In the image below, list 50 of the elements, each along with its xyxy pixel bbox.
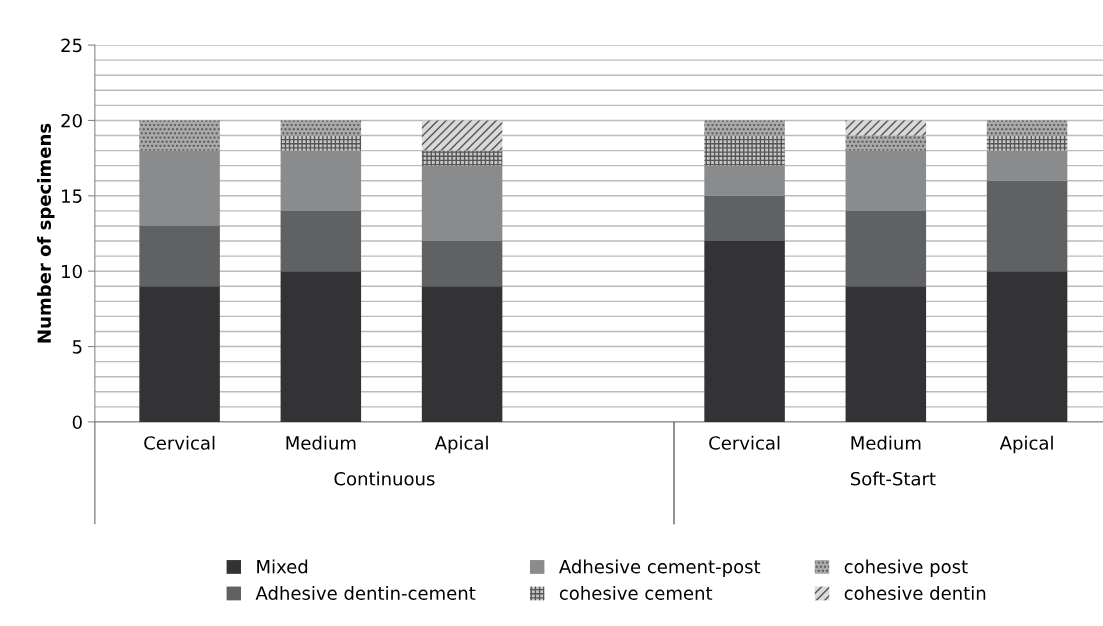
- bar: [845, 210, 927, 287]
- y-axis-title: Number of specimens: [37, 123, 55, 343]
- bar: [280, 135, 362, 151]
- x-tick-label: Apical: [999, 435, 1053, 454]
- y-tick-label: 20: [61, 113, 82, 128]
- y-tick-label: 5: [72, 340, 82, 354]
- legend-label: cohesive cement: [559, 586, 713, 600]
- legend-label: Adhesive cement-post: [559, 559, 761, 577]
- legend-label: Adhesive dentin-cement: [255, 586, 476, 600]
- bar: [704, 195, 785, 242]
- y-tick-label: 15: [62, 189, 82, 203]
- x-tick-label: Medium: [851, 435, 921, 450]
- bar: [280, 120, 362, 136]
- text: Soft-Start: [850, 471, 936, 486]
- y-tick-label: 25: [61, 38, 82, 53]
- x-tick-label: Medium: [286, 435, 356, 450]
- legend-label: cohesive dentin: [844, 586, 986, 600]
- legend-label: cohesive post: [844, 559, 968, 577]
- bar: [845, 135, 927, 151]
- x-tick-label: Apical: [434, 435, 488, 454]
- bar: [986, 271, 1068, 422]
- x-tick-label: Cervical: [709, 435, 780, 450]
- bar: [421, 241, 503, 287]
- bar: [139, 225, 220, 287]
- bar: [421, 120, 503, 151]
- bar: [704, 165, 785, 196]
- text: Continuous: [334, 471, 435, 486]
- bar: [421, 150, 503, 166]
- bar: [704, 120, 785, 136]
- bar: [986, 180, 1068, 272]
- bar: [845, 150, 927, 211]
- x-tick-label: Cervical: [144, 435, 215, 450]
- bar: [139, 120, 220, 151]
- bar: [280, 210, 362, 272]
- bar: [986, 150, 1068, 181]
- y-tick-label: 10: [62, 264, 82, 279]
- bar: [845, 286, 927, 422]
- bar: [280, 271, 362, 422]
- bar: [704, 241, 785, 422]
- bar: [986, 120, 1068, 136]
- bar: [986, 135, 1068, 151]
- bar: [421, 286, 503, 422]
- legend-label: Mixed: [257, 559, 308, 574]
- bar: [139, 286, 220, 422]
- bar: [704, 135, 785, 166]
- bar: [139, 150, 220, 226]
- bar: [845, 120, 927, 136]
- y-tick-label: 0: [72, 415, 82, 430]
- bar: [280, 150, 362, 211]
- bar: [421, 165, 503, 242]
